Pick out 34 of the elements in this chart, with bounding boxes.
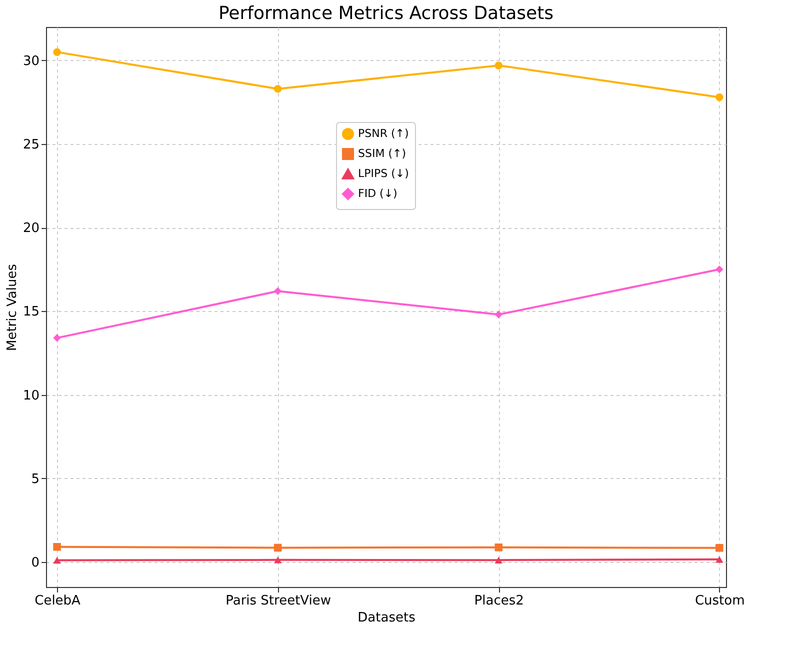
x-tick-label: CelebA [34, 594, 81, 608]
legend-label: PSNR (↑) [358, 127, 409, 140]
x-tick-label: Paris StreetView [226, 594, 332, 608]
point [53, 556, 61, 564]
x-axis-title: Datasets [358, 610, 416, 626]
point [494, 310, 502, 318]
point [716, 93, 724, 102]
x-tick-label: Custom [694, 594, 745, 608]
point [716, 544, 724, 552]
y-tick-label: 5 [31, 472, 40, 487]
y-tick-label: 10 [22, 388, 40, 404]
legend-label: LPIPS (↓) [358, 167, 409, 180]
y-tick-label: 0 [31, 555, 40, 570]
point [494, 62, 502, 70]
point [716, 556, 724, 563]
point [274, 556, 282, 564]
y-tick-label: 25 [22, 138, 40, 153]
point [274, 287, 282, 295]
point [274, 84, 282, 93]
legend-label: FID (↓) [358, 187, 398, 200]
y-tick-label: 20 [22, 221, 40, 236]
point [53, 48, 61, 56]
point [494, 544, 502, 552]
y-axis-title: Metric Values [4, 264, 20, 352]
point [716, 266, 724, 274]
legend-label: SSIM (↑) [358, 147, 406, 160]
point [53, 543, 61, 551]
y-tick-label: 30 [22, 54, 40, 69]
x-tick-label: Places2 [474, 594, 524, 608]
y-tick-label: 15 [22, 304, 40, 320]
point [274, 544, 282, 552]
point [53, 334, 61, 342]
chart-title: Performance Metrics Across Datasets [218, 3, 554, 24]
point [494, 556, 502, 564]
